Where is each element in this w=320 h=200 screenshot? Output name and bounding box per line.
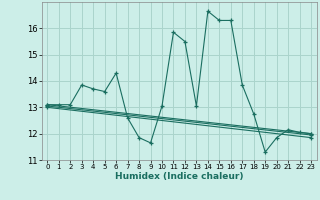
X-axis label: Humidex (Indice chaleur): Humidex (Indice chaleur) [115, 172, 244, 181]
